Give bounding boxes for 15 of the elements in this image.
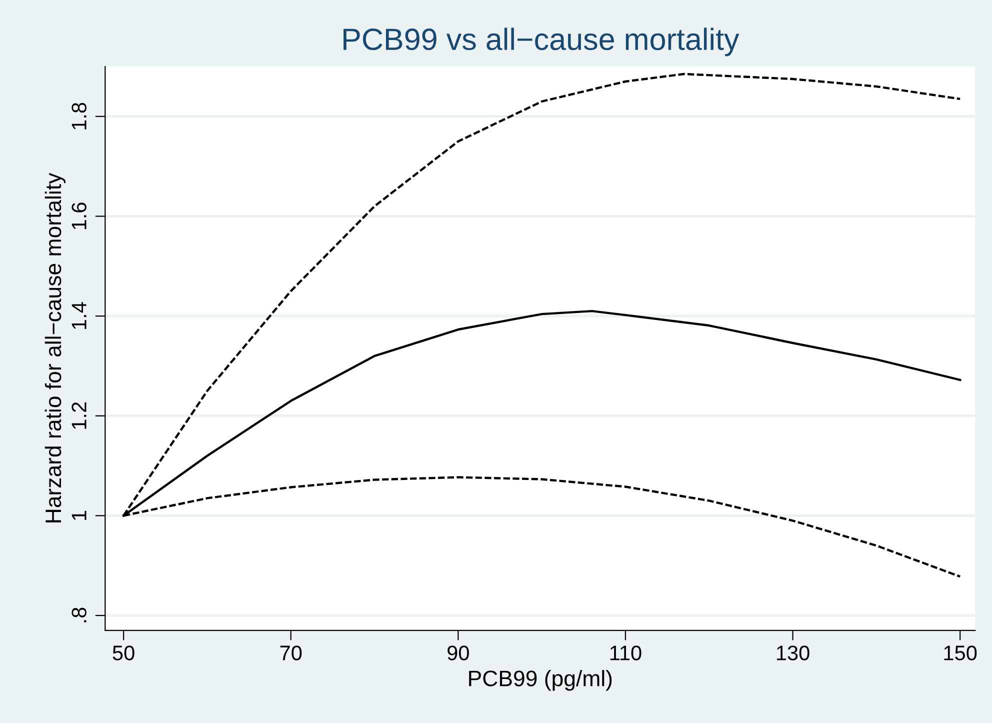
x-tick-label: 70 (280, 646, 302, 660)
y-tick-label: 1.4 (72, 302, 86, 329)
y-tick-label: 1.8 (72, 102, 86, 130)
y-tick-label: 1.2 (72, 402, 86, 429)
chart-title: PCB99 vs all−cause mortality (344, 28, 740, 56)
y-tick-label: 1.6 (72, 202, 86, 230)
x-axis-title: PCB99 (pg/ml) (469, 670, 612, 691)
x-tick-label: 90 (448, 646, 469, 660)
x-tick-label: 110 (610, 646, 642, 660)
x-tick-label: 150 (944, 646, 977, 660)
y-axis-title: Harzard ratio for all−cause mortality (44, 172, 66, 522)
x-tick-label: 50 (112, 646, 134, 660)
x-tick-label: 130 (776, 646, 810, 660)
y-tick-label: .8 (72, 608, 86, 622)
y-tick-label: 1 (72, 510, 86, 520)
